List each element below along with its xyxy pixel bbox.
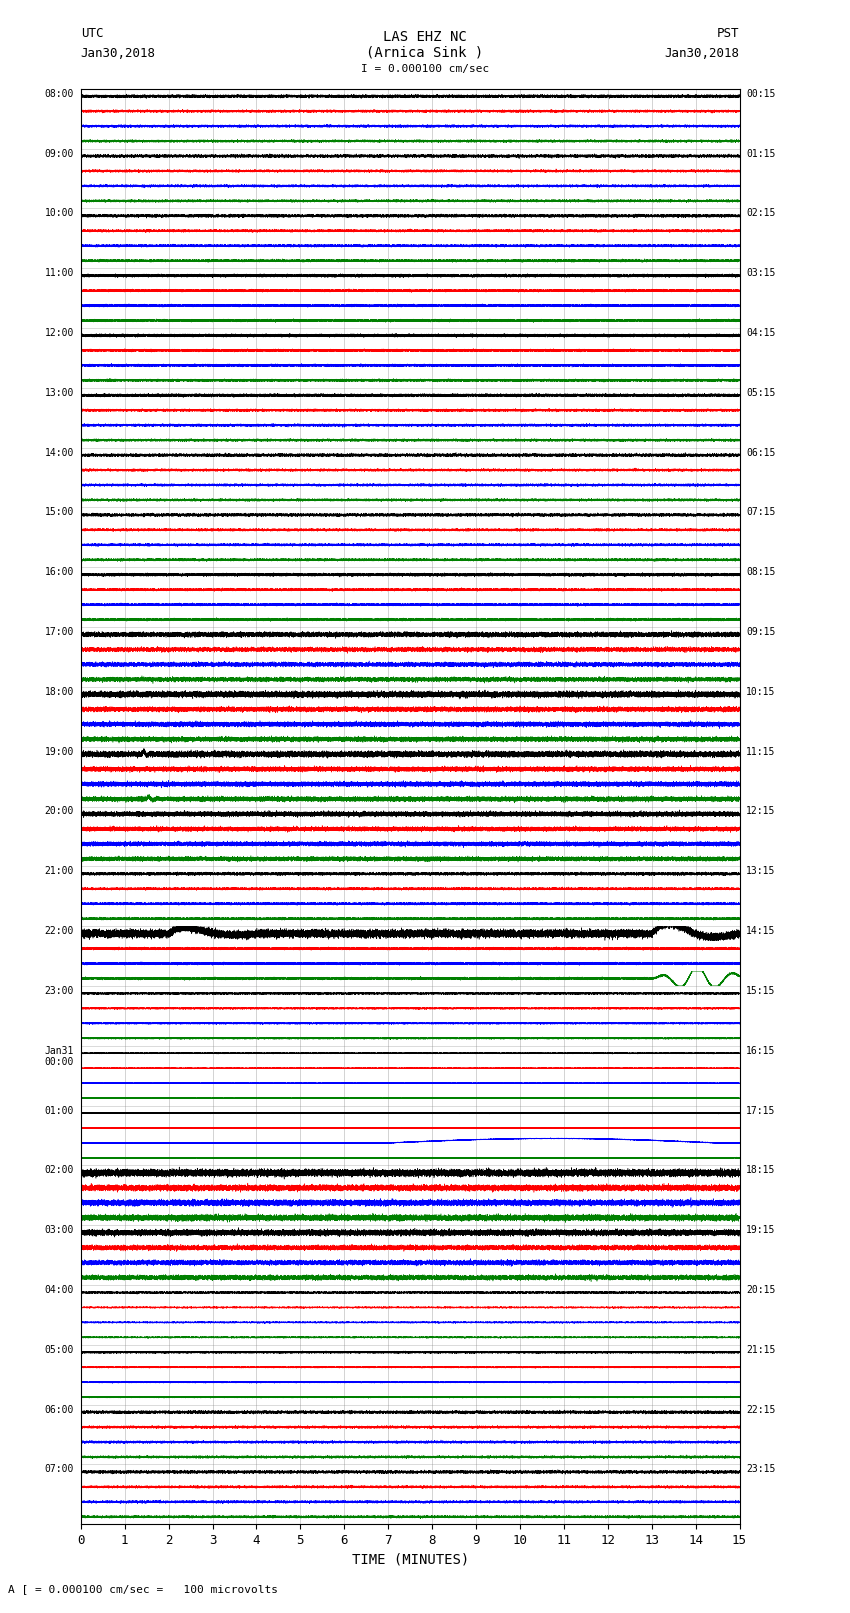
Text: 08:00: 08:00 bbox=[45, 89, 74, 98]
Text: 16:15: 16:15 bbox=[746, 1045, 775, 1057]
Text: 19:15: 19:15 bbox=[746, 1226, 775, 1236]
Text: 23:00: 23:00 bbox=[45, 986, 74, 995]
Text: 13:00: 13:00 bbox=[45, 387, 74, 398]
Text: 08:15: 08:15 bbox=[746, 568, 775, 577]
Text: 06:00: 06:00 bbox=[45, 1405, 74, 1415]
Text: 15:00: 15:00 bbox=[45, 508, 74, 518]
Text: Jan30,2018: Jan30,2018 bbox=[665, 47, 740, 60]
Text: 13:15: 13:15 bbox=[746, 866, 775, 876]
Text: 21:00: 21:00 bbox=[45, 866, 74, 876]
Text: I = 0.000100 cm/sec: I = 0.000100 cm/sec bbox=[361, 65, 489, 74]
Text: 14:00: 14:00 bbox=[45, 448, 74, 458]
Text: 21:15: 21:15 bbox=[746, 1345, 775, 1355]
Text: UTC: UTC bbox=[81, 27, 103, 40]
Text: 20:00: 20:00 bbox=[45, 806, 74, 816]
Text: 18:00: 18:00 bbox=[45, 687, 74, 697]
Text: 17:00: 17:00 bbox=[45, 627, 74, 637]
Text: Jan30,2018: Jan30,2018 bbox=[81, 47, 156, 60]
Text: 19:00: 19:00 bbox=[45, 747, 74, 756]
Text: 03:15: 03:15 bbox=[746, 268, 775, 277]
Text: A [ = 0.000100 cm/sec =   100 microvolts: A [ = 0.000100 cm/sec = 100 microvolts bbox=[8, 1584, 279, 1594]
Text: 04:15: 04:15 bbox=[746, 327, 775, 339]
Text: 22:15: 22:15 bbox=[746, 1405, 775, 1415]
Text: 05:00: 05:00 bbox=[45, 1345, 74, 1355]
Text: 01:00: 01:00 bbox=[45, 1105, 74, 1116]
Text: 00:15: 00:15 bbox=[746, 89, 775, 98]
Text: 07:15: 07:15 bbox=[746, 508, 775, 518]
Text: 14:15: 14:15 bbox=[746, 926, 775, 936]
Text: 01:15: 01:15 bbox=[746, 148, 775, 158]
Text: 02:00: 02:00 bbox=[45, 1165, 74, 1176]
Text: Jan31
00:00: Jan31 00:00 bbox=[45, 1045, 74, 1068]
Text: 11:00: 11:00 bbox=[45, 268, 74, 277]
Text: 20:15: 20:15 bbox=[746, 1286, 775, 1295]
Text: 05:15: 05:15 bbox=[746, 387, 775, 398]
Text: 22:00: 22:00 bbox=[45, 926, 74, 936]
Text: 10:00: 10:00 bbox=[45, 208, 74, 218]
Text: 06:15: 06:15 bbox=[746, 448, 775, 458]
Text: 11:15: 11:15 bbox=[746, 747, 775, 756]
Text: 02:15: 02:15 bbox=[746, 208, 775, 218]
Text: 16:00: 16:00 bbox=[45, 568, 74, 577]
Text: 04:00: 04:00 bbox=[45, 1286, 74, 1295]
Text: PST: PST bbox=[717, 27, 740, 40]
Text: 12:15: 12:15 bbox=[746, 806, 775, 816]
Text: 18:15: 18:15 bbox=[746, 1165, 775, 1176]
Text: 17:15: 17:15 bbox=[746, 1105, 775, 1116]
Text: 10:15: 10:15 bbox=[746, 687, 775, 697]
Text: 15:15: 15:15 bbox=[746, 986, 775, 995]
Text: 23:15: 23:15 bbox=[746, 1465, 775, 1474]
Text: 07:00: 07:00 bbox=[45, 1465, 74, 1474]
Text: (Arnica Sink ): (Arnica Sink ) bbox=[366, 45, 484, 60]
X-axis label: TIME (MINUTES): TIME (MINUTES) bbox=[352, 1553, 468, 1566]
Text: LAS EHZ NC: LAS EHZ NC bbox=[383, 29, 467, 44]
Text: 03:00: 03:00 bbox=[45, 1226, 74, 1236]
Text: 09:00: 09:00 bbox=[45, 148, 74, 158]
Text: 12:00: 12:00 bbox=[45, 327, 74, 339]
Text: 09:15: 09:15 bbox=[746, 627, 775, 637]
